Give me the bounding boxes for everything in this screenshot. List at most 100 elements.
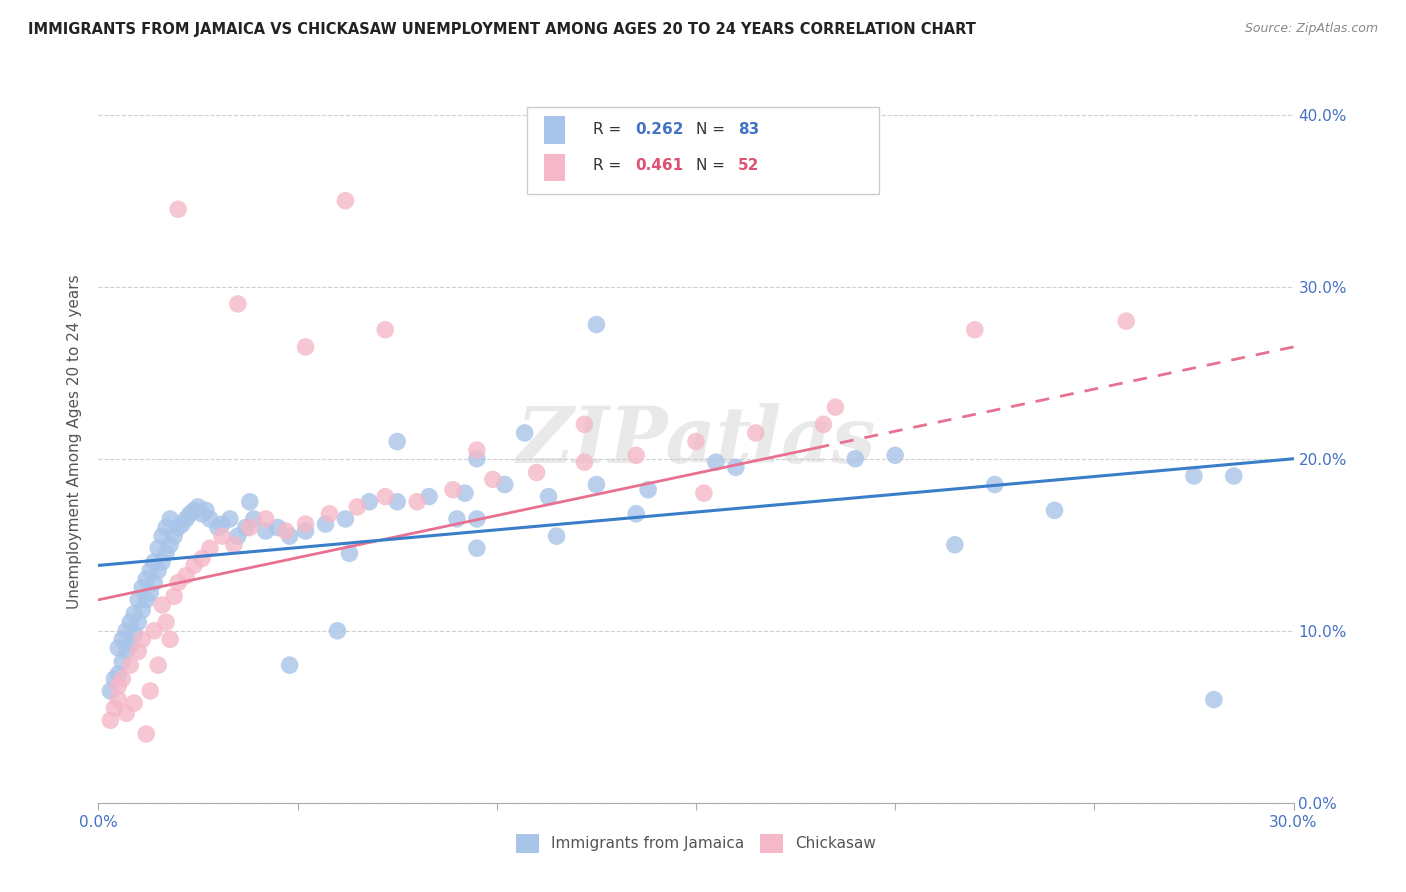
Point [98,684,122,698]
Point [813,417,835,432]
Point [1115,314,1137,328]
Point [685,434,707,449]
Point [482,472,505,486]
Point [143,575,166,590]
Point [107,692,129,706]
Point [326,624,349,638]
Text: 83: 83 [738,122,759,137]
Point [167,520,190,534]
Point [1223,469,1246,483]
Point [226,529,249,543]
Text: 0.262: 0.262 [636,122,683,137]
Point [963,323,986,337]
Point [198,541,221,556]
Point [346,500,368,514]
Point [1182,469,1205,483]
Point [103,672,125,686]
Point [115,624,138,638]
Point [318,507,340,521]
Point [824,400,846,414]
Point [150,529,173,543]
Point [418,490,440,504]
Point [222,538,245,552]
Point [254,524,277,538]
Point [131,632,153,647]
Point [574,455,596,469]
Point [374,490,396,504]
Point [198,512,221,526]
Point [111,672,134,686]
Point [120,615,142,630]
Point [172,517,194,532]
Point [191,551,214,566]
Point [385,494,409,508]
Point [127,592,149,607]
Point [124,696,146,710]
Point [187,500,209,514]
Point [103,701,125,715]
Text: N =: N = [696,158,730,173]
Point [494,477,516,491]
Point [124,607,146,621]
Point [167,575,190,590]
Point [226,297,249,311]
Point [254,512,277,526]
Point [174,512,197,526]
Point [191,507,214,521]
Point [294,524,316,538]
Point [120,638,142,652]
Point [143,555,166,569]
Point [107,666,129,681]
Point [537,490,560,504]
Text: ZIPatlas: ZIPatlas [516,403,876,480]
Point [294,340,316,354]
Point [148,541,170,556]
Y-axis label: Unemployment Among Ages 20 to 24 years: Unemployment Among Ages 20 to 24 years [67,274,83,609]
Point [984,477,1007,491]
Point [724,460,747,475]
Point [98,713,122,727]
Point [131,603,153,617]
Text: R =: R = [593,122,627,137]
Point [406,494,429,508]
Point [148,564,170,578]
Point [183,558,205,573]
Point [278,658,301,673]
Point [107,679,129,693]
Point [163,529,186,543]
Point [135,727,157,741]
Point [844,451,866,466]
Point [107,640,129,655]
Point [693,486,716,500]
Point [626,448,648,462]
Point [454,486,477,500]
Point [235,520,257,534]
Point [127,644,149,658]
Point [274,524,297,538]
Point [120,658,142,673]
Point [139,684,162,698]
Point [159,632,181,647]
Point [315,517,337,532]
Point [211,529,233,543]
Point [465,541,488,556]
Point [167,202,190,217]
Point [219,512,242,526]
Point [704,455,727,469]
Point [441,483,464,497]
Text: 52: 52 [738,158,759,173]
Point [637,483,659,497]
Point [174,568,197,582]
Point [163,590,186,604]
Point [148,658,170,673]
Point [207,520,229,534]
Point [111,632,134,647]
Point [335,512,357,526]
Point [446,512,468,526]
Point [127,615,149,630]
Point [159,538,181,552]
Point [526,466,548,480]
Point [884,448,907,462]
Point [745,425,768,440]
Point [574,417,596,432]
